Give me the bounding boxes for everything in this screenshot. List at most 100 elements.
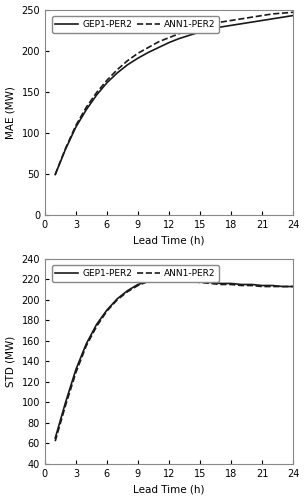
ANN1-PER2 [64, 402, 67, 408]
ANN1-PER2 [167, 34, 171, 40]
Y-axis label: MAE (MW): MAE (MW) [6, 86, 16, 139]
GEP1-PER2 [105, 80, 109, 86]
ANN1-PER2 [105, 308, 109, 314]
Line: GEP1-PER2: GEP1-PER2 [55, 16, 293, 174]
GEP1-PER2 [229, 280, 233, 286]
ANN1-PER2 [291, 284, 295, 290]
ANN1-PER2 [84, 104, 88, 110]
ANN1-PER2 [74, 370, 78, 376]
GEP1-PER2 [250, 19, 253, 25]
ANN1-PER2 [126, 58, 129, 64]
GEP1-PER2 [167, 40, 171, 46]
ANN1-PER2 [198, 24, 202, 30]
GEP1-PER2 [198, 278, 202, 284]
GEP1-PER2 [167, 276, 171, 281]
GEP1-PER2 [178, 276, 181, 282]
ANN1-PER2 [239, 282, 243, 288]
GEP1-PER2 [250, 282, 253, 288]
ANN1-PER2 [53, 172, 57, 177]
GEP1-PER2 [219, 24, 222, 30]
GEP1-PER2 [136, 282, 140, 288]
Line: GEP1-PER2: GEP1-PER2 [55, 278, 293, 438]
GEP1-PER2 [53, 435, 57, 441]
GEP1-PER2 [157, 44, 160, 51]
ANN1-PER2 [198, 280, 202, 285]
ANN1-PER2 [219, 282, 222, 288]
ANN1-PER2 [74, 122, 78, 128]
GEP1-PER2 [188, 32, 192, 38]
GEP1-PER2 [271, 16, 274, 22]
ANN1-PER2 [281, 10, 285, 16]
GEP1-PER2 [53, 172, 57, 177]
GEP1-PER2 [229, 22, 233, 28]
GEP1-PER2 [74, 124, 78, 130]
ANN1-PER2 [105, 78, 109, 84]
Line: ANN1-PER2: ANN1-PER2 [55, 280, 293, 441]
GEP1-PER2 [84, 341, 88, 347]
ANN1-PER2 [260, 12, 264, 18]
GEP1-PER2 [74, 366, 78, 372]
ANN1-PER2 [281, 284, 285, 290]
ANN1-PER2 [178, 30, 181, 36]
GEP1-PER2 [271, 282, 274, 288]
ANN1-PER2 [239, 16, 243, 22]
ANN1-PER2 [146, 44, 150, 51]
GEP1-PER2 [178, 36, 181, 42]
GEP1-PER2 [136, 55, 140, 61]
ANN1-PER2 [157, 39, 160, 45]
GEP1-PER2 [64, 146, 67, 152]
Y-axis label: STD (MW): STD (MW) [6, 336, 16, 387]
Line: ANN1-PER2: ANN1-PER2 [55, 12, 293, 174]
ANN1-PER2 [250, 14, 253, 20]
ANN1-PER2 [219, 19, 222, 25]
ANN1-PER2 [115, 297, 119, 303]
ANN1-PER2 [208, 280, 212, 286]
ANN1-PER2 [126, 288, 129, 294]
ANN1-PER2 [64, 146, 67, 152]
GEP1-PER2 [95, 322, 99, 328]
ANN1-PER2 [53, 438, 57, 444]
ANN1-PER2 [146, 278, 150, 284]
GEP1-PER2 [95, 92, 99, 98]
GEP1-PER2 [126, 288, 129, 294]
ANN1-PER2 [84, 343, 88, 349]
GEP1-PER2 [281, 14, 285, 20]
GEP1-PER2 [64, 400, 67, 406]
ANN1-PER2 [95, 324, 99, 330]
ANN1-PER2 [260, 284, 264, 290]
ANN1-PER2 [115, 66, 119, 72]
ANN1-PER2 [208, 22, 212, 28]
ANN1-PER2 [167, 276, 171, 282]
GEP1-PER2 [291, 284, 295, 290]
GEP1-PER2 [188, 278, 192, 283]
GEP1-PER2 [115, 70, 119, 76]
ANN1-PER2 [136, 50, 140, 56]
GEP1-PER2 [260, 282, 264, 288]
GEP1-PER2 [208, 26, 212, 32]
GEP1-PER2 [291, 12, 295, 18]
X-axis label: Lead Time (h): Lead Time (h) [133, 484, 205, 494]
ANN1-PER2 [291, 10, 295, 16]
Legend: GEP1-PER2, ANN1-PER2: GEP1-PER2, ANN1-PER2 [52, 16, 219, 32]
GEP1-PER2 [219, 280, 222, 286]
GEP1-PER2 [260, 18, 264, 24]
Legend: GEP1-PER2, ANN1-PER2: GEP1-PER2, ANN1-PER2 [52, 266, 219, 281]
GEP1-PER2 [146, 278, 150, 284]
ANN1-PER2 [136, 282, 140, 288]
ANN1-PER2 [157, 276, 160, 282]
GEP1-PER2 [198, 29, 202, 35]
GEP1-PER2 [84, 107, 88, 113]
ANN1-PER2 [250, 282, 253, 288]
GEP1-PER2 [239, 282, 243, 288]
ANN1-PER2 [188, 278, 192, 284]
GEP1-PER2 [126, 62, 129, 68]
GEP1-PER2 [239, 21, 243, 27]
ANN1-PER2 [229, 282, 233, 288]
GEP1-PER2 [105, 307, 109, 313]
ANN1-PER2 [229, 18, 233, 24]
GEP1-PER2 [281, 284, 285, 290]
ANN1-PER2 [178, 278, 181, 283]
ANN1-PER2 [188, 28, 192, 34]
ANN1-PER2 [271, 11, 274, 17]
GEP1-PER2 [146, 50, 150, 56]
